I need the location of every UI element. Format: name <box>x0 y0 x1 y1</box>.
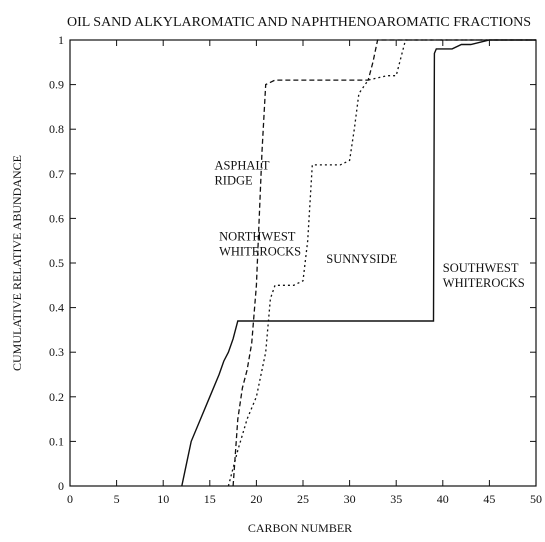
annotation-line: RIDGE <box>214 173 253 187</box>
annotation-line: ASPHALT <box>214 158 269 172</box>
annotation-line: SUNNYSIDE <box>326 252 397 266</box>
y-tick-label: 0.1 <box>49 434 64 448</box>
annotation-label: SUNNYSIDE <box>326 252 397 266</box>
x-tick-label: 40 <box>437 492 449 506</box>
x-tick-label: 35 <box>390 492 402 506</box>
y-axis: 0 0.1 0.2 0.3 0.4 0.5 0.6 0.7 0.8 0.9 1 <box>49 33 536 493</box>
x-tick-label: 0 <box>67 492 73 506</box>
annotation-line: WHITEROCKS <box>443 276 525 290</box>
y-tick-label: 0.4 <box>49 301 64 315</box>
chart-title: OIL SAND ALKYLAROMATIC AND NAPHTHENOAROM… <box>67 14 531 29</box>
x-tick-label: 10 <box>157 492 169 506</box>
y-tick-label: 0.9 <box>49 78 64 92</box>
annotation-label: NORTHWEST WHITEROCKS <box>219 230 301 259</box>
annotation-line: SOUTHWEST <box>443 261 519 275</box>
x-tick-label: 30 <box>344 492 356 506</box>
y-tick-label: 0 <box>58 479 64 493</box>
y-tick-label: 0.6 <box>49 211 64 225</box>
x-tick-label: 15 <box>204 492 216 506</box>
series-line-2 <box>232 39 536 487</box>
x-tick-label: 45 <box>483 492 495 506</box>
series-group <box>181 39 536 487</box>
y-tick-label: 0.2 <box>49 390 64 404</box>
x-tick-label: 25 <box>297 492 309 506</box>
annotation-line: NORTHWEST <box>219 230 296 244</box>
x-tick-label: 50 <box>530 492 542 506</box>
y-tick-label: 0.8 <box>49 122 64 136</box>
annotation-label: SOUTHWEST WHITEROCKS <box>443 261 525 290</box>
annotation-label: ASPHALT RIDGE <box>214 158 269 187</box>
series-line-1 <box>181 39 536 487</box>
y-tick-label: 0.3 <box>49 345 64 359</box>
y-tick-label: 0.5 <box>49 256 64 270</box>
y-tick-label: 1 <box>58 33 64 47</box>
annotation-line: WHITEROCKS <box>219 245 301 259</box>
x-axis-label: CARBON NUMBER <box>248 521 352 535</box>
y-axis-label: CUMULATIVE RELATIVE ABUNDANCE <box>10 155 24 371</box>
x-axis: 0 5 10 15 20 25 30 35 40 45 50 <box>67 40 542 506</box>
x-tick-label: 20 <box>250 492 262 506</box>
y-tick-label: 0.7 <box>49 167 64 181</box>
x-tick-label: 5 <box>114 492 120 506</box>
